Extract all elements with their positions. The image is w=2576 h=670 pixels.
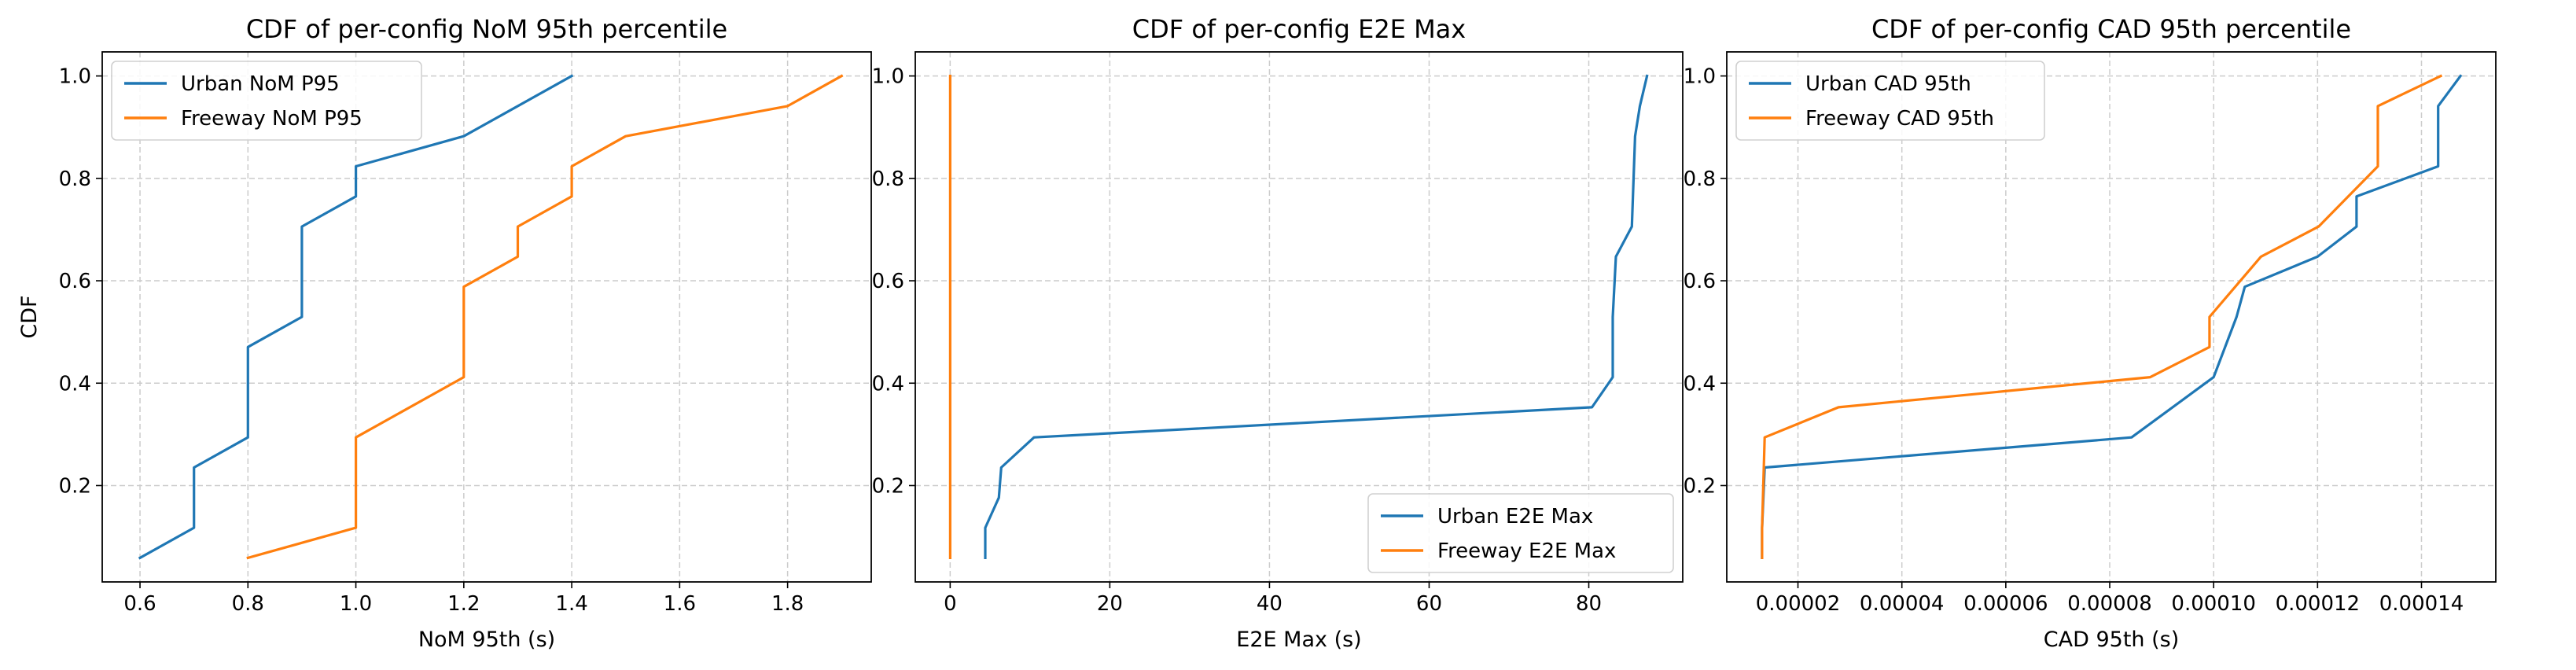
chart-panel-3: 0.00002 0.00004 0.00006 0.00008 0.00010 0.000…	[1684, 14, 2497, 652]
chart-panel-1: 0.6 0.8 1.0 1.2 1.4 1.6 1.8 0.2 0.4 0.6 0.8 1.0 CDF …	[17, 14, 872, 652]
series-line-freeway	[1761, 74, 2443, 560]
legend-label: Urban CAD 95th	[1805, 72, 1971, 96]
y-axis-label: CDF	[17, 295, 42, 338]
x-axis-label: E2E Max (s)	[1236, 628, 1361, 652]
x-tick-label: 0.00002	[1756, 592, 1841, 616]
legend-label: Freeway E2E Max	[1437, 539, 1616, 563]
y-tick-label: 0.2	[1684, 474, 1716, 498]
y-tick-label: 0.4	[872, 372, 904, 396]
x-tick-label: 0.00004	[1860, 592, 1945, 616]
axes-frame	[101, 51, 872, 583]
y-tick-label: 0.8	[1684, 168, 1716, 191]
x-tick-label: 0.00012	[2276, 592, 2361, 616]
legend-label: Urban E2E Max	[1437, 505, 1593, 528]
x-tick-label: 0.00006	[1963, 592, 2048, 616]
x-tick-label: 1.4	[555, 592, 587, 616]
x-tick-label: 1.8	[771, 592, 804, 616]
axes-frame	[1726, 51, 2497, 583]
y-tick-label: 1.0	[59, 65, 91, 89]
legend-box	[1367, 493, 1674, 573]
series-line-freeway	[246, 74, 844, 560]
x-tick-label: 0	[944, 592, 957, 616]
chart-title: CDF of per-config NoM 95th percentile	[246, 14, 727, 44]
series-line-urban	[984, 74, 1649, 560]
y-tick-label: 0.6	[1684, 270, 1716, 293]
y-tick-label: 0.4	[1684, 372, 1716, 396]
legend: Urban NoM P95 Freeway NoM P95	[111, 61, 422, 141]
y-tick-label: 0.6	[59, 270, 91, 293]
legend-box	[111, 61, 422, 141]
legend-label: Freeway CAD 95th	[1805, 107, 1994, 131]
x-tick-label: 0.00010	[2171, 592, 2256, 616]
y-tick-label: 0.4	[59, 372, 91, 396]
chart-panel-2: 0 20 40 60 80 0.2 0.4 0.6 0.8 1.0 CDF of per-confi…	[872, 14, 1684, 652]
y-tick-label: 0.2	[872, 474, 904, 498]
series-line-urban	[138, 74, 574, 560]
y-tick-label: 0.6	[872, 270, 904, 293]
x-tick-label: 40	[1257, 592, 1282, 616]
y-tick-label: 1.0	[872, 65, 904, 89]
legend: Urban E2E Max Freeway E2E Max	[1367, 493, 1674, 573]
x-tick-label: 1.0	[340, 592, 372, 616]
chart-title: CDF of per-config CAD 95th percentile	[1871, 14, 2351, 44]
x-tick-label: 20	[1097, 592, 1123, 616]
x-tick-label: 0.8	[232, 592, 264, 616]
legend-box	[1735, 61, 2045, 141]
y-tick-label: 0.2	[59, 474, 91, 498]
x-tick-label: 0.00008	[2067, 592, 2152, 616]
axes-frame	[914, 51, 1684, 583]
x-axis-label: CAD 95th (s)	[2044, 628, 2179, 652]
x-tick-label: 0.6	[123, 592, 156, 616]
x-tick-label: 80	[1576, 592, 1602, 616]
x-tick-label: 60	[1416, 592, 1442, 616]
legend: Urban CAD 95th Freeway CAD 95th	[1735, 61, 2045, 141]
y-tick-label: 0.8	[872, 168, 904, 191]
legend-label: Freeway NoM P95	[181, 107, 362, 131]
chart-title: CDF of per-config E2E Max	[1132, 14, 1466, 44]
x-tick-label: 1.6	[664, 592, 696, 616]
y-tick-label: 0.8	[59, 168, 91, 191]
y-tick-label: 1.0	[1684, 65, 1716, 89]
legend-label: Urban NoM P95	[181, 72, 340, 96]
x-tick-label: 0.00014	[2379, 592, 2464, 616]
x-tick-label: 1.2	[447, 592, 480, 616]
x-axis-label: NoM 95th (s)	[418, 628, 555, 652]
